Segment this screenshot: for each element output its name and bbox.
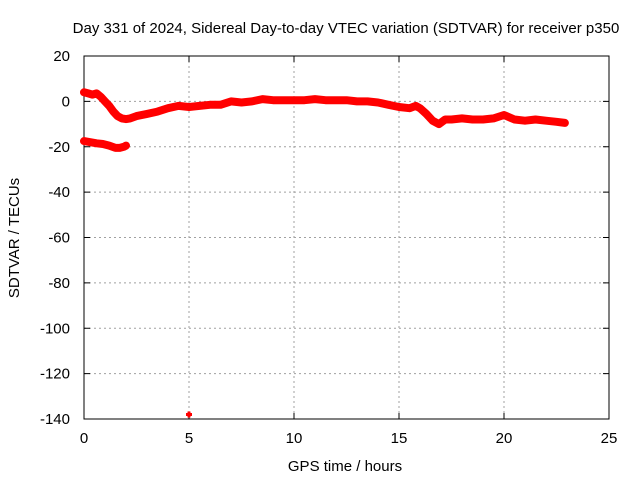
data-point	[228, 98, 234, 105]
data-point	[114, 113, 121, 120]
data-point	[469, 116, 476, 123]
data-point	[270, 97, 276, 104]
y-tick-label: -20	[48, 139, 70, 156]
x-tick-label: 15	[391, 430, 408, 447]
y-axis-label: SDTVAR / TECUs	[6, 178, 23, 298]
data-point	[532, 116, 539, 123]
data-point	[543, 117, 549, 124]
x-tick-label: 10	[286, 430, 303, 447]
x-tick-label: 20	[496, 430, 513, 447]
series-track-main	[80, 88, 569, 129]
data-point	[106, 102, 113, 109]
y-tick-label: -60	[48, 230, 70, 247]
data-point	[429, 117, 436, 124]
data-point	[417, 105, 423, 112]
y-tick-label: 20	[53, 48, 70, 65]
data-point	[144, 110, 150, 117]
x-axis-label: GPS time / hours	[288, 458, 402, 475]
chart-title: Day 331 of 2024, Sidereal Day-to-day VTE…	[73, 20, 620, 37]
data-point	[553, 118, 560, 125]
data-point	[435, 121, 442, 128]
data-point	[490, 115, 497, 122]
data-point	[301, 97, 308, 104]
data-point	[480, 116, 486, 123]
data-point	[106, 142, 113, 149]
data-point	[93, 90, 100, 97]
data-point	[501, 111, 507, 118]
x-tick-label: 0	[80, 430, 88, 447]
data-point	[87, 139, 94, 146]
data-point	[99, 141, 106, 148]
data-point	[280, 97, 287, 104]
data-point	[123, 142, 129, 149]
data-point	[511, 116, 518, 123]
data-point	[442, 116, 449, 123]
data-point	[93, 140, 100, 147]
y-tick-label: -80	[48, 275, 70, 292]
data-point	[196, 102, 203, 109]
data-point	[249, 98, 255, 105]
data-point	[561, 119, 568, 126]
axis-ticks: 0 5 10 15 20 25 -140 -120 -100 -80 -60 -40 -20 0 20	[40, 48, 617, 447]
data-point	[291, 97, 297, 104]
data-point	[343, 97, 350, 104]
data-point	[217, 101, 224, 108]
data-point	[364, 98, 371, 105]
data-point	[448, 116, 455, 123]
y-tick-label: -40	[48, 184, 70, 201]
data-point	[207, 101, 213, 108]
data-point	[375, 99, 381, 106]
data-point	[81, 138, 87, 145]
data-point	[133, 113, 140, 120]
series-track-low	[80, 137, 130, 152]
data-point	[175, 102, 182, 109]
data-point	[312, 96, 318, 103]
data-point	[238, 99, 245, 106]
series-outlier	[186, 411, 192, 418]
data-points	[80, 88, 569, 418]
data-point	[385, 101, 392, 108]
y-tick-label: -140	[40, 411, 70, 428]
data-point	[97, 93, 104, 100]
data-point	[186, 411, 192, 418]
data-point	[165, 105, 171, 112]
y-tick-label: -120	[40, 366, 70, 383]
data-point	[412, 102, 419, 109]
data-point	[102, 98, 108, 105]
data-point	[522, 117, 528, 124]
y-tick-label: 0	[62, 93, 70, 110]
x-tick-label: 25	[601, 430, 618, 447]
data-point	[110, 108, 117, 115]
data-point	[354, 98, 360, 105]
data-point	[259, 96, 266, 103]
data-point	[322, 97, 329, 104]
data-point	[127, 115, 134, 122]
data-point	[396, 104, 402, 111]
x-tick-label: 5	[185, 430, 193, 447]
data-point	[186, 104, 192, 111]
data-point	[459, 115, 465, 122]
data-point	[154, 108, 161, 115]
y-tick-label: -100	[40, 320, 70, 337]
data-point	[333, 97, 339, 104]
data-point	[423, 110, 430, 117]
data-point	[406, 105, 413, 112]
